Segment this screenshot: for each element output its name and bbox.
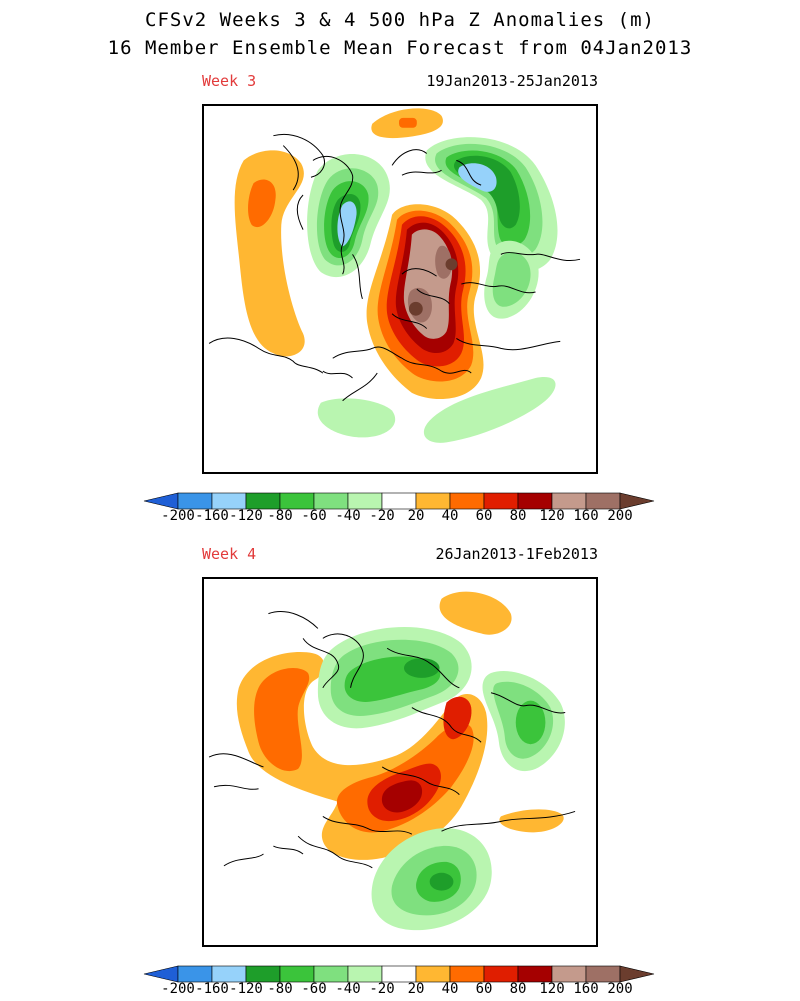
week3-map [202,104,598,474]
figure-title: CFSv2 Weeks 3 & 4 500 hPa Z Anomalies (m… [145,9,655,31]
colorbar-tick-label: -60 [301,981,327,997]
colorbar-swatch [143,492,179,510]
positive-anomaly-region [234,150,305,357]
colorbar-swatch [211,965,247,983]
colorbar-swatch [211,492,247,510]
colorbar-tick-label: 120 [539,981,565,997]
colorbar-swatch [483,965,519,983]
coastlines [208,611,576,869]
colorbar-swatch [415,965,451,983]
colorbar-swatch [381,965,417,983]
colorbar-swatch [177,965,213,983]
colorbar-swatch [619,492,655,510]
colorbar-swatch [585,965,621,983]
colorbar-tick-label: -80 [267,508,293,524]
colorbar-tick-label: 200 [607,981,633,997]
colorbar-swatch [415,492,451,510]
colorbar-tick-label: 200 [607,508,633,524]
colorbar-tick-label: 20 [407,508,425,524]
colorbar-tick-label: -200 [161,981,195,997]
week3-label: Week 3 [202,72,257,90]
colorbar-tick-label: -120 [229,508,263,524]
colorbar-swatch [279,965,315,983]
colorbar-swatch [245,965,281,983]
week4-dates: 26Jan2013-1Feb2013 [435,545,598,563]
colorbar-swatch [347,965,383,983]
colorbar-tick-label: 20 [407,981,425,997]
colorbar-tick-label: 160 [573,981,599,997]
colorbar-tick-label: 80 [509,508,527,524]
colorbar-swatch [551,965,587,983]
colorbar-swatch [483,492,519,510]
colorbar-tick-label: 60 [475,508,493,524]
colorbar-tick-label: -20 [369,508,395,524]
colorbar-swatch [449,492,485,510]
colorbar-tick-label: -120 [229,981,263,997]
colorbar-tick-label: -40 [335,981,361,997]
colorbar-swatch [143,965,179,983]
week3-dates: 19Jan2013-25Jan2013 [426,72,598,90]
week4-anomaly-field [208,591,576,931]
colorbar-swatch [381,492,417,510]
week4-map [202,577,598,947]
colorbar-tick-label: -40 [335,508,361,524]
colorbar-tick-label: 40 [441,508,459,524]
colorbar-tick-label: -20 [369,981,395,997]
colorbar-tick-label: 120 [539,508,565,524]
colorbar-swatch [551,492,587,510]
colorbar-swatch [619,965,655,983]
colorbar-swatch [585,492,621,510]
positive-anomaly-core [248,179,276,228]
colorbar-tick-label: -60 [301,508,327,524]
colorbar-swatch [177,492,213,510]
colorbar-tick-label: -200 [161,508,195,524]
colorbar-tick-label: -80 [267,981,293,997]
week3-anomaly-field [208,108,581,443]
week4-colorbar: -200 -160 -120 -80 -60 -40 -20 20 40 60 80 120 160 20… [140,965,660,1001]
colorbar-swatch [313,492,349,510]
colorbar-swatch [517,492,553,510]
coastlines [208,134,581,402]
colorbar-tick-label: -160 [195,981,229,997]
colorbar-swatch [313,965,349,983]
colorbar-swatches [143,965,655,983]
week3-colorbar: -200 -160 -120 -80 -60 -40 -20 20 40 60 80 120 160 20… [140,492,660,528]
colorbar-swatch [449,965,485,983]
colorbar-tick-label: 60 [475,981,493,997]
colorbar-tick-label: 40 [441,981,459,997]
colorbar-tick-label: 160 [573,508,599,524]
colorbar-swatch [279,492,315,510]
colorbar-tick-label: -160 [195,508,229,524]
colorbar-tick-label: 80 [509,981,527,997]
colorbar-swatch [245,492,281,510]
figure-subtitle: 16 Member Ensemble Mean Forecast from 04… [107,37,693,59]
colorbar-swatch [517,965,553,983]
week4-label: Week 4 [202,545,257,563]
colorbar-swatches [143,492,655,510]
colorbar-swatch [347,492,383,510]
